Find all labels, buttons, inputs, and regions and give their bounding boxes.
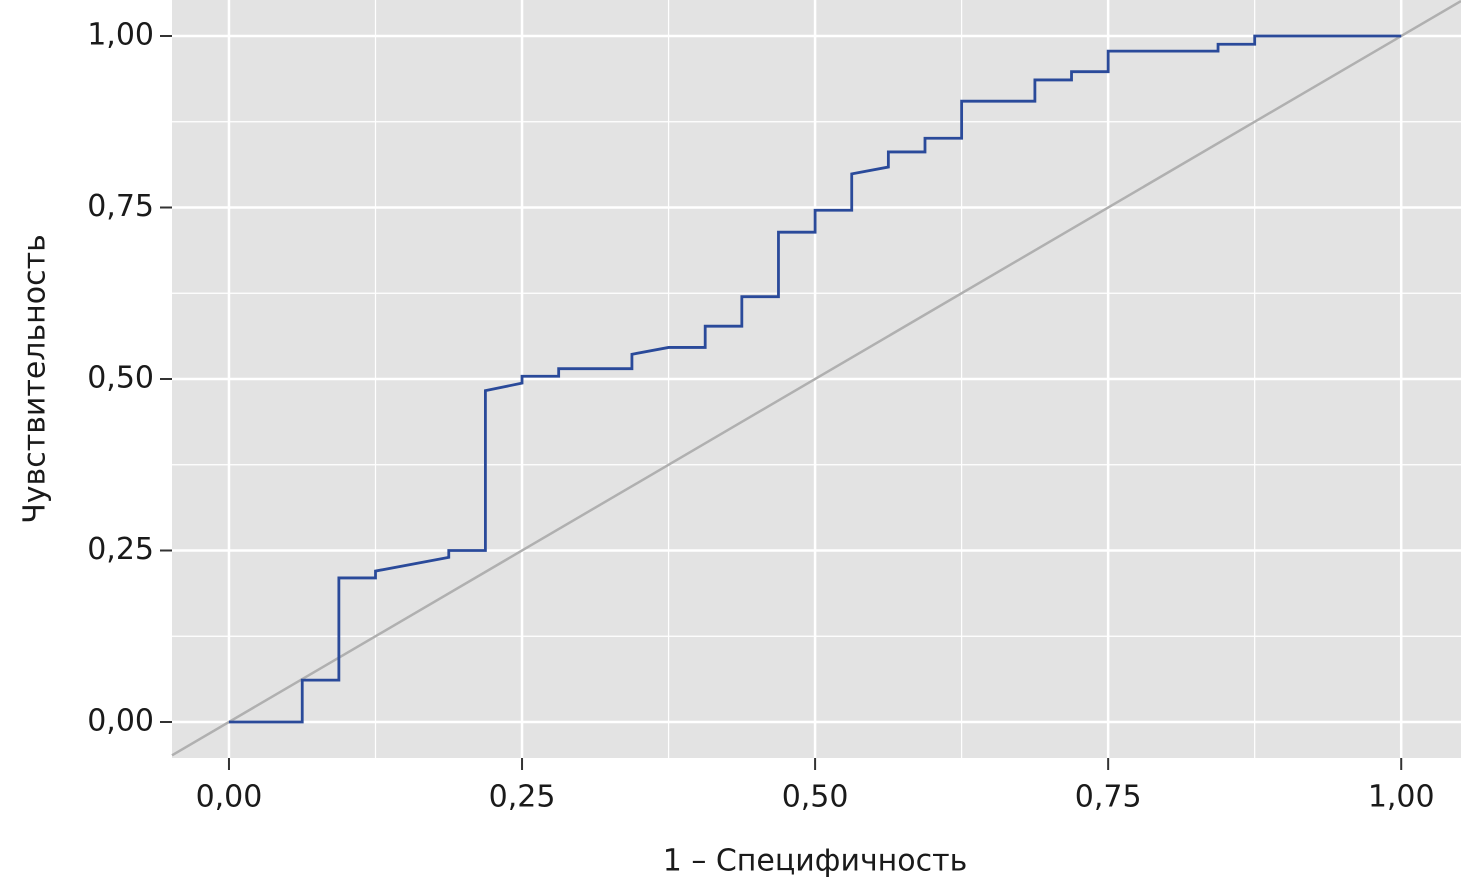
x-tick-label: 0,00 <box>196 780 263 815</box>
x-axis-label: 1 – Специфичность <box>663 844 968 879</box>
x-tick-label: 0,50 <box>782 780 849 815</box>
y-tick-label: 0,00 <box>87 703 154 738</box>
y-tick-label: 0,75 <box>87 189 154 224</box>
x-tick-label: 0,75 <box>1075 780 1142 815</box>
x-tick-label: 1,00 <box>1368 780 1435 815</box>
y-tick-label: 1,00 <box>87 18 154 53</box>
x-tick-label: 0,25 <box>489 780 556 815</box>
y-axis-label: Чувствительность <box>18 234 53 524</box>
y-tick-label: 0,25 <box>87 532 154 567</box>
reference-diagonal <box>171 0 1461 757</box>
y-tick-label: 0,50 <box>87 361 154 396</box>
roc-curve <box>228 34 1402 724</box>
